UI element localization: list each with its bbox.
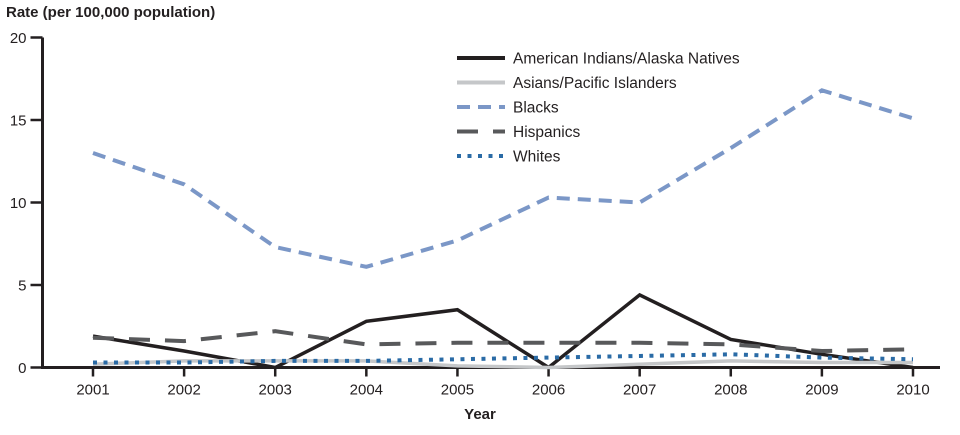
legend: American Indians/Alaska Natives Asians/Pa… bbox=[457, 51, 740, 166]
series-lines bbox=[92, 88, 914, 370]
series-line-hispanics bbox=[92, 329, 914, 354]
legend-label-asians-pacific-islanders: Asians/Pacific Islanders bbox=[513, 75, 677, 92]
y-tick-label-5: 5 bbox=[18, 278, 26, 295]
y-tick-label-10: 10 bbox=[10, 195, 27, 212]
x-tick-label-2006: 2006 bbox=[532, 382, 565, 399]
x-tick-label-2004: 2004 bbox=[350, 382, 383, 399]
x-tick-label-2008: 2008 bbox=[714, 382, 747, 399]
axes bbox=[41, 37, 940, 369]
x-tick-label-2007: 2007 bbox=[623, 382, 656, 399]
series-line-whites bbox=[93, 352, 914, 365]
x-tick-label-2002: 2002 bbox=[167, 382, 200, 399]
chart-title: Rate (per 100,000 population) bbox=[6, 4, 216, 21]
x-tick-label-2003: 2003 bbox=[259, 382, 292, 399]
legend-label-whites: Whites bbox=[513, 149, 561, 166]
y-tick-label-20: 20 bbox=[10, 30, 27, 47]
series-line-blacks bbox=[92, 88, 914, 269]
legend-label-hispanics: Hispanics bbox=[513, 124, 580, 141]
legend-label-american-indians-alaska-natives: American Indians/Alaska Natives bbox=[513, 51, 740, 68]
x-tick-label-2001: 2001 bbox=[76, 382, 109, 399]
y-tick-label-0: 0 bbox=[18, 360, 26, 377]
x-axis-title: Year bbox=[464, 406, 496, 423]
legend-label-blacks: Blacks bbox=[513, 100, 559, 117]
x-tick-label-2010: 2010 bbox=[896, 382, 929, 399]
axis-ticks: 0 5 10 15 20 2001 2002 2003 2004 2005 2006 2007 2008… bbox=[10, 30, 930, 399]
x-tick-label-2009: 2009 bbox=[805, 382, 838, 399]
x-tick-label-2005: 2005 bbox=[441, 382, 474, 399]
y-tick-label-15: 15 bbox=[10, 113, 27, 130]
